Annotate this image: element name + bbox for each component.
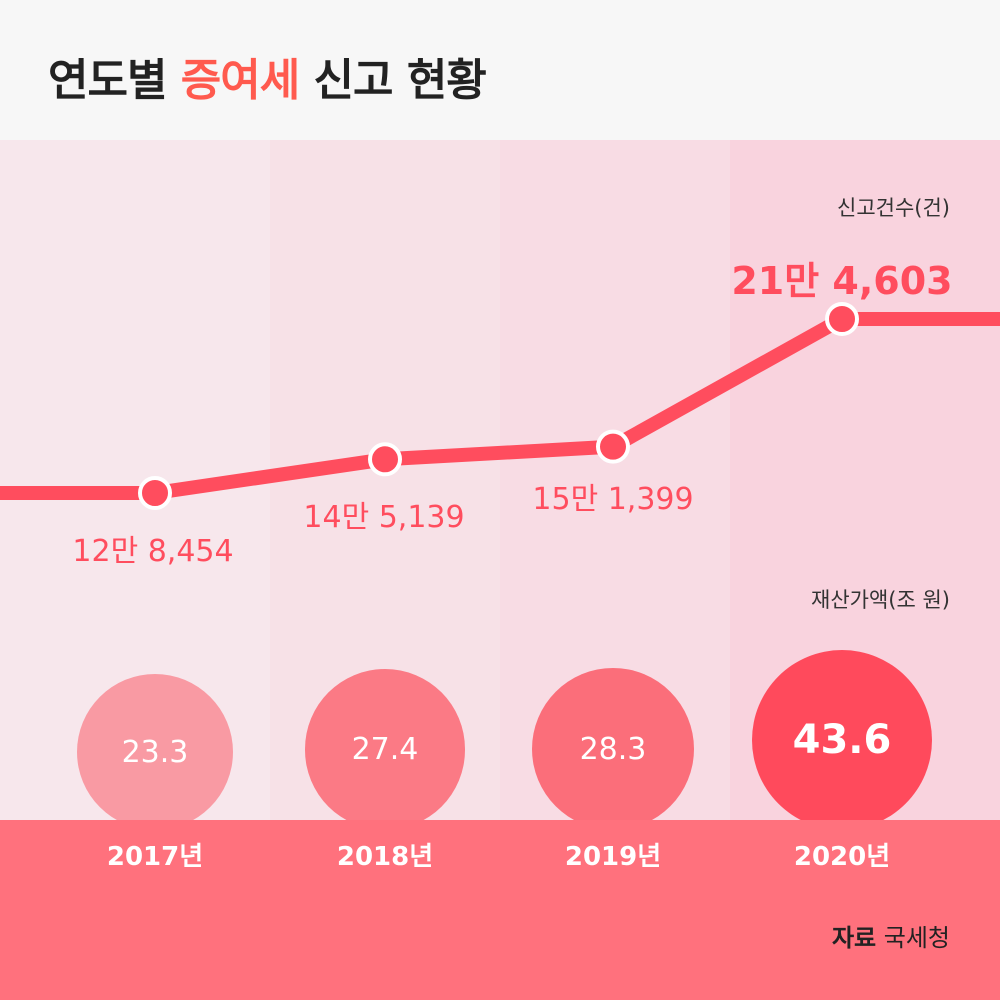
count-point-2020 xyxy=(825,302,859,336)
amount-unit-label: 재산가액(조 원) xyxy=(811,588,950,612)
count-label-2017: 12만 8,454 xyxy=(72,534,234,569)
year-label-2018: 2018년 xyxy=(336,842,434,872)
source-value: 국세청 xyxy=(883,924,950,952)
footer-band xyxy=(0,820,1000,1000)
amount-bubble-2018: 27.4 xyxy=(304,669,466,830)
amount-bubble-2019: 28.3 xyxy=(532,668,694,830)
count-point-2017 xyxy=(138,476,172,510)
chart-title: 연도별 증여세 신고 현황 xyxy=(48,55,487,106)
count-unit-label: 신고건수(건) xyxy=(837,196,950,220)
amount-bubble-2020: 43.6 xyxy=(752,650,932,830)
source-label: 자료 xyxy=(831,924,877,952)
source-note: 자료 국세청 xyxy=(832,918,950,953)
year-label-2017: 2017년 xyxy=(106,842,204,872)
count-point-2018 xyxy=(368,442,402,477)
count-point-2019 xyxy=(596,429,630,464)
amount-bubble-2017: 23.3 xyxy=(77,674,233,830)
count-label-2020: 21만 4,603 xyxy=(731,259,953,303)
year-label-2020: 2020년 xyxy=(793,842,891,872)
header: 연도별 증여세 신고 현황 xyxy=(0,0,1000,140)
chart-title-accent: 증여세 xyxy=(180,55,300,106)
count-label-2018: 14만 5,139 xyxy=(303,500,465,535)
count-series-line xyxy=(0,312,1000,500)
year-label-2019: 2019년 xyxy=(564,842,662,872)
count-label-2019: 15만 1,399 xyxy=(532,482,694,517)
